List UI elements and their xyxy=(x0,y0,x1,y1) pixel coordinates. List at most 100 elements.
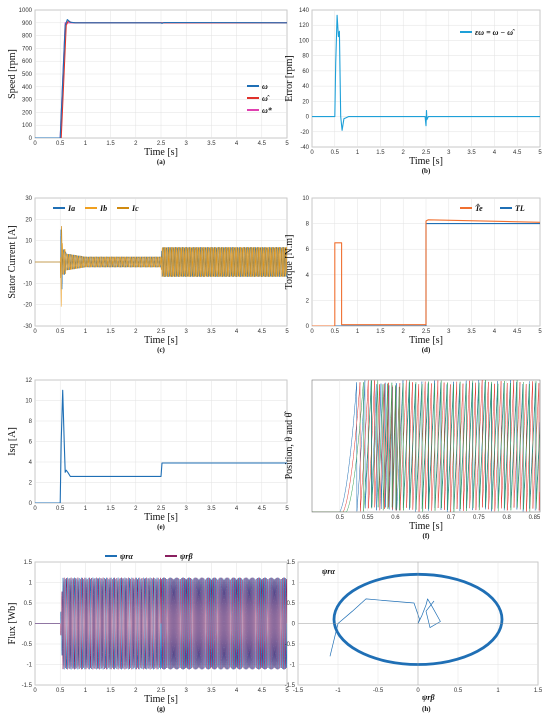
chart-g: 0 0.5 1 1.5 2 2.5 3 3.5 4 4.5 5 -1.5 -1 -0.5 0 0.5 1 1.5 T… xyxy=(7,552,289,713)
panel-caption: (a) xyxy=(157,158,166,166)
x-tick-label: 4.5 xyxy=(258,688,267,694)
panel-caption: (f) xyxy=(423,532,431,540)
y-tick-label: 900 xyxy=(22,21,33,27)
series-line-2 xyxy=(35,225,287,279)
series-line-0 xyxy=(312,219,540,326)
x-tick-label: 1 xyxy=(84,688,88,694)
legend-label: ψrα xyxy=(120,552,133,561)
x-tick-label: 5 xyxy=(285,506,289,512)
series-group xyxy=(35,389,287,503)
y-axis-label: Torque [N.m] xyxy=(284,235,295,290)
x-tick-label: 2.5 xyxy=(422,329,431,335)
x-tick-label: 3.5 xyxy=(467,150,476,156)
y-tick-label: 10 xyxy=(25,239,32,245)
legend-label: ω* xyxy=(262,106,273,115)
x-tick-label: 3 xyxy=(185,506,189,512)
x-tick-label: 0 xyxy=(33,506,37,512)
x-tick-label: 0 xyxy=(33,329,37,335)
series-group xyxy=(298,562,538,685)
x-tick-label: 3 xyxy=(447,150,451,156)
series-line-0 xyxy=(312,380,540,512)
series-group xyxy=(35,225,287,307)
chart-e: 0 0.5 1 1.5 2 2.5 3 3.5 4 4.5 5 0 2 4 6 8 10 12 Time [s] Is… xyxy=(7,378,289,531)
y-tick-label: 1000 xyxy=(19,8,33,14)
y-tick-label: 10 xyxy=(25,399,32,405)
y-axis-label: Stator Current [A] xyxy=(7,225,18,298)
x-tick-label: 0.5 xyxy=(454,688,463,694)
y-tick-label: 60 xyxy=(302,69,309,75)
y-tick-label: -20 xyxy=(300,130,309,136)
x-tick-label: 0 xyxy=(33,688,37,694)
x-axis-label: Time [s] xyxy=(409,156,443,167)
x-axis-label: Time [s] xyxy=(144,694,178,705)
y-tick-label: -10 xyxy=(23,281,32,287)
chart-h: -1.5 -1 -0.5 0 0.5 1 1.5 -1.5 -1 -0.5 0 0.5 1 1.5 ψrβ ψ… xyxy=(285,560,543,713)
x-axis-label: Time [s] xyxy=(409,335,443,346)
y-tick-label: -40 xyxy=(300,145,309,151)
y-axis-label: ψrα xyxy=(322,567,335,576)
y-tick-label: 200 xyxy=(22,110,33,116)
x-tick-label: 2.5 xyxy=(422,150,431,156)
panel-caption: (h) xyxy=(422,705,431,713)
x-tick-label: 4.5 xyxy=(258,141,267,147)
x-axis-label: Time [s] xyxy=(144,147,178,158)
panel-caption: (b) xyxy=(422,167,431,175)
y-tick-label: -1.5 xyxy=(22,683,33,689)
series-line-0 xyxy=(35,19,287,138)
x-tick-label: 1.5 xyxy=(376,150,385,156)
chart-f: 0.5 0.55 0.6 0.65 0.7 0.75 0.8 0.85 Time [s] Posi… xyxy=(284,379,541,540)
y-tick-label: 40 xyxy=(302,84,309,90)
x-tick-label: 1 xyxy=(84,506,88,512)
x-tick-label: 0.5 xyxy=(56,141,65,147)
y-tick-label: -1.5 xyxy=(285,683,296,689)
y-tick-label: 2 xyxy=(29,481,33,487)
chart-d: 0 0.5 1 1.5 2 2.5 3 3.5 4 4.5 5 0 2 4 6 8 10 Time [s] Torq… xyxy=(284,196,542,354)
x-tick-label: 0.5 xyxy=(56,688,65,694)
y-tick-label: 600 xyxy=(22,59,33,65)
y-tick-label: 0 xyxy=(306,324,310,330)
series-group xyxy=(312,219,540,326)
y-tick-label: 4 xyxy=(29,460,33,466)
x-tick-label: 2 xyxy=(134,506,138,512)
y-tick-label: 400 xyxy=(22,85,33,91)
x-tick-label: 0 xyxy=(310,150,314,156)
y-tick-label: 1 xyxy=(292,581,296,587)
y-tick-label: 700 xyxy=(22,46,33,52)
y-tick-label: 4 xyxy=(306,273,310,279)
y-tick-label: -30 xyxy=(23,324,32,330)
y-tick-label: 0 xyxy=(306,115,310,121)
y-tick-label: -0.5 xyxy=(22,642,33,648)
y-tick-label: 500 xyxy=(22,72,33,78)
legend-label: ψrβ xyxy=(180,552,193,561)
legend-label: ω̂ xyxy=(262,94,270,103)
x-tick-label: 2 xyxy=(134,329,138,335)
x-tick-label: 5 xyxy=(285,329,289,335)
y-tick-label: 0 xyxy=(292,622,296,628)
y-tick-label: 0.5 xyxy=(24,601,33,607)
x-tick-label: 5 xyxy=(285,688,289,694)
x-axis-label: Time [s] xyxy=(144,335,178,346)
x-tick-label: 3.5 xyxy=(467,329,476,335)
x-tick-label: 0.75 xyxy=(473,515,485,521)
x-tick-label: -1 xyxy=(335,688,341,694)
x-tick-label: 3 xyxy=(185,329,189,335)
x-tick-label: 4.5 xyxy=(258,329,267,335)
legend-label: TL xyxy=(515,204,525,213)
y-axis-label: Flux [Wb] xyxy=(7,603,18,645)
chart-b: 0 0.5 1 1.5 2 2.5 3 3.5 4 4.5 5 -40 -20 0 20 40 60 80 100 1… xyxy=(284,8,542,175)
panel-caption: (g) xyxy=(157,705,166,713)
transient-trajectory-1 xyxy=(417,598,441,628)
panel-caption: (c) xyxy=(157,346,165,354)
series-line-0 xyxy=(35,229,287,290)
y-tick-label: -1 xyxy=(27,663,33,669)
x-tick-label: 4 xyxy=(235,506,239,512)
y-tick-label: 8 xyxy=(29,419,33,425)
series-line-1 xyxy=(312,380,540,512)
y-tick-label: 20 xyxy=(25,217,32,223)
y-axis-label: Error [rpm] xyxy=(284,55,295,101)
x-tick-label: 3.5 xyxy=(207,329,216,335)
y-tick-label: -20 xyxy=(23,303,32,309)
x-tick-label: 1.5 xyxy=(106,141,115,147)
x-tick-label: 1 xyxy=(496,688,500,694)
